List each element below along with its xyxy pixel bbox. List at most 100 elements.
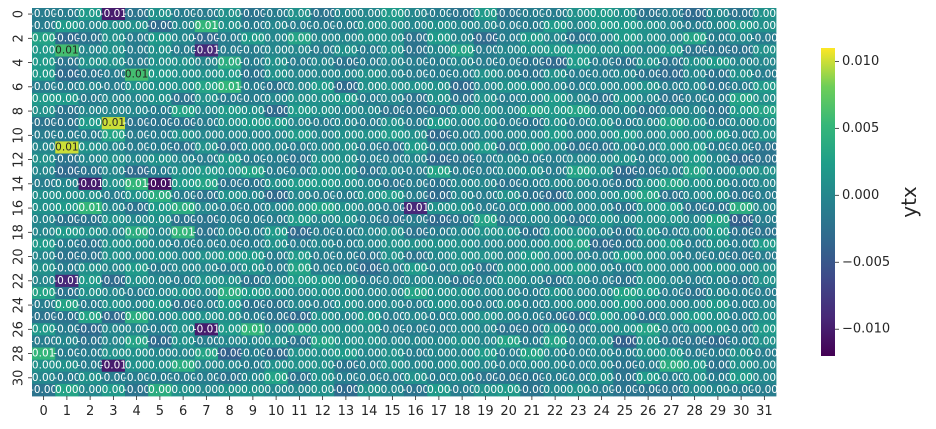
- cell-value-label: 0.00: [427, 384, 450, 396]
- cell-value-label: -0.00: [425, 105, 452, 117]
- heatmap-cell: [194, 68, 219, 82]
- heatmap-cell: [404, 117, 428, 130]
- cell-value-label: 0.00: [218, 129, 241, 141]
- cell-value-label: -0.00: [681, 238, 708, 250]
- heatmap-cell: [543, 117, 568, 130]
- heatmap-cell: [287, 68, 312, 82]
- cell-value-label: 0.00: [427, 117, 450, 129]
- cell-value-label: -0.00: [518, 299, 545, 311]
- heatmap-cell: [55, 153, 79, 167]
- cell-value-label: -0.00: [611, 263, 638, 275]
- cell-value-label: 0.00: [288, 81, 311, 93]
- heatmap-cell: [706, 8, 730, 21]
- heatmap-cell: [287, 80, 312, 94]
- cell-value-label: 0.00: [241, 166, 264, 178]
- heatmap-cell: [264, 117, 289, 130]
- x-tick-label: 22: [547, 404, 564, 419]
- cell-value-label: 0.00: [78, 117, 101, 129]
- cell-value-label: -0.01: [100, 360, 127, 372]
- cell-value-label: 0.00: [729, 372, 752, 384]
- cell-value-label: -0.00: [379, 372, 406, 384]
- cell-value-label: 0.00: [590, 360, 613, 372]
- heatmap-cell: [427, 44, 451, 57]
- cell-value-label: -0.00: [449, 8, 476, 20]
- cell-value-label: -0.00: [425, 263, 452, 275]
- cell-value-label: 0.00: [311, 32, 334, 44]
- cell-value-label: -0.00: [146, 166, 173, 178]
- cell-value-label: -0.00: [518, 335, 545, 347]
- cell-value-label: 0.00: [613, 141, 636, 153]
- heatmap-cell: [450, 129, 475, 142]
- cell-value-label: 0.00: [706, 8, 729, 20]
- cell-value-label: 0.00: [474, 129, 497, 141]
- cell-value-label: -0.00: [728, 81, 755, 93]
- heatmap-cell: [613, 56, 637, 70]
- heatmap-cell: [706, 68, 730, 82]
- cell-value-label: -0.00: [30, 299, 57, 311]
- cell-value-label: 0.00: [171, 81, 194, 93]
- cell-value-label: 0.00: [543, 129, 566, 141]
- heatmap-cell: [311, 20, 335, 33]
- cell-value-label: -0.00: [611, 372, 638, 384]
- cell-value-label: 0.00: [590, 214, 613, 226]
- heatmap-cell: [287, 8, 312, 21]
- cell-value-label: 0.00: [381, 8, 404, 20]
- cell-value-label: -0.00: [611, 178, 638, 190]
- cell-value-label: -0.00: [449, 384, 476, 396]
- cell-value-label: 0.00: [450, 335, 473, 347]
- heatmap-cell: [729, 117, 754, 130]
- heatmap-cell: [380, 117, 405, 130]
- cell-value-label: 0.00: [288, 8, 311, 20]
- heatmap-cell: [683, 56, 707, 70]
- cell-value-label: 0.00: [706, 57, 729, 69]
- heatmap-cell: [287, 105, 312, 118]
- x-tick-label: 28: [686, 404, 703, 419]
- cell-value-label: -0.00: [170, 275, 197, 287]
- heatmap-cell: [311, 44, 335, 57]
- x-tick-label: 5: [156, 404, 164, 419]
- cell-value-label: 0.00: [102, 238, 125, 250]
- cell-value-label: 0.00: [78, 263, 101, 275]
- cell-value-label: 0.00: [311, 372, 334, 384]
- heatmap-cell: [148, 105, 172, 118]
- cell-value-label: 0.00: [195, 93, 218, 105]
- cell-value-label: 0.00: [683, 323, 706, 335]
- cell-value-label: 0.00: [753, 44, 776, 56]
- cell-value-label: 0.00: [381, 348, 404, 360]
- cell-value-label: 0.00: [311, 166, 334, 178]
- cell-value-label: 0.00: [567, 287, 590, 299]
- heatmap-cell: [659, 44, 684, 57]
- cell-value-label: 0.00: [660, 360, 683, 372]
- heatmap-cell: [125, 20, 149, 33]
- cell-value-label: -0.00: [53, 57, 80, 69]
- cell-value-label: 0.00: [729, 348, 752, 360]
- cell-value-label: 0.00: [450, 178, 473, 190]
- cell-value-label: -0.00: [332, 384, 359, 396]
- cell-value-label: -0.00: [495, 141, 522, 153]
- cell-value-label: 0.00: [590, 226, 613, 238]
- heatmap-cell: [683, 141, 707, 154]
- cell-value-label: 0.00: [125, 154, 148, 166]
- heatmap-cell: [613, 32, 637, 45]
- heatmap-cell: [497, 117, 521, 130]
- cell-value-label: 0.00: [148, 251, 171, 263]
- heatmap-cell: [171, 20, 196, 33]
- cell-value-label: 0.00: [195, 81, 218, 93]
- cell-value-label: -0.00: [658, 81, 685, 93]
- cell-value-label: 0.00: [311, 214, 334, 226]
- cell-value-label: 0.00: [357, 348, 380, 360]
- cell-value-label: -0.00: [728, 44, 755, 56]
- heatmap-cell: [636, 105, 661, 118]
- cell-value-label: 0.00: [32, 154, 55, 166]
- heatmap-cell: [264, 8, 289, 21]
- x-tick-label: 12: [314, 404, 331, 419]
- heatmap-cell: [566, 153, 591, 167]
- cell-value-label: -0.00: [704, 141, 731, 153]
- cell-value-label: 0.00: [171, 202, 194, 214]
- cell-value-label: 0.00: [357, 238, 380, 250]
- cell-value-label: -0.00: [495, 8, 522, 20]
- y-tick-label: 28: [12, 345, 27, 362]
- cell-value-label: -0.00: [518, 384, 545, 396]
- cell-value-label: 0.00: [264, 372, 287, 384]
- heatmap-cell: [171, 117, 196, 130]
